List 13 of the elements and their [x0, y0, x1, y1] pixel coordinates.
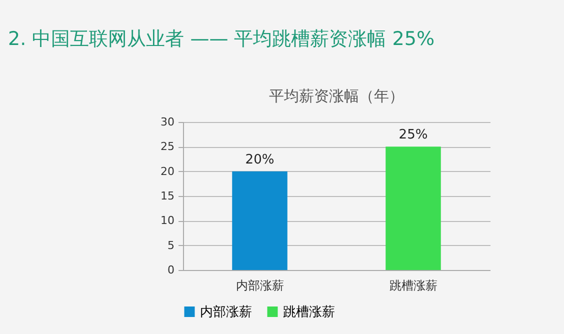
y-tick-label: 15 [160, 190, 174, 202]
y-tick-label: 10 [160, 214, 174, 228]
chart-title: 2. 中国互联网从业者 —— 平均跳槽薪资涨幅 25% [8, 27, 435, 52]
data-label: 25% [398, 128, 428, 143]
y-tick-label: 30 [160, 116, 174, 128]
legend-label: 跳槽涨薪 [283, 304, 335, 320]
y-tick-label: 0 [168, 264, 174, 276]
y-tick-label: 25 [160, 140, 174, 154]
chart-subtitle: 平均薪资涨幅（年） [269, 87, 404, 105]
legend-label: 内部涨薪 [200, 304, 252, 320]
data-label: 20% [245, 152, 274, 168]
y-tick-label: 20 [160, 164, 174, 178]
y-tick-label: 5 [168, 238, 174, 252]
